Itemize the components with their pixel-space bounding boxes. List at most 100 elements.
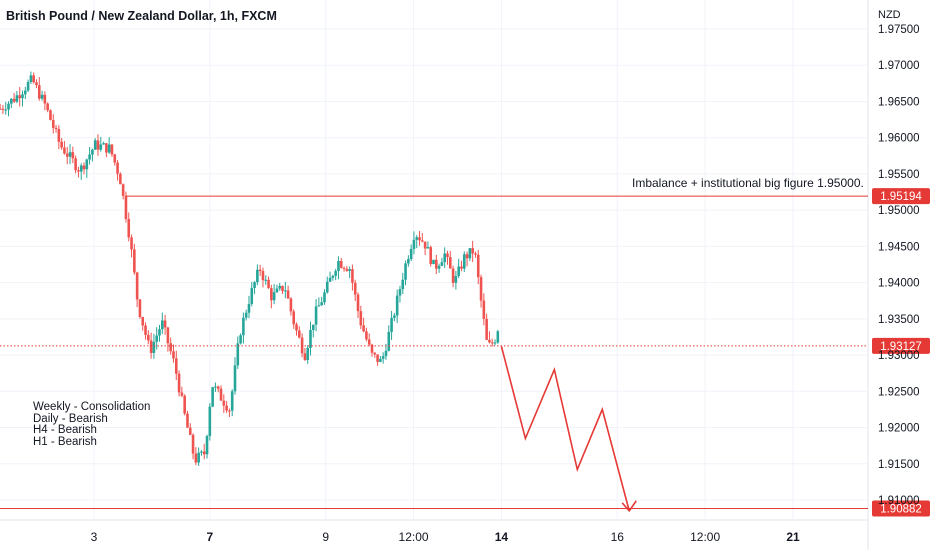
candle-body	[239, 335, 242, 344]
candle-body	[387, 331, 391, 351]
candle-body	[272, 292, 276, 301]
price-tick-label: 1.94000	[878, 278, 920, 290]
candle-body	[432, 259, 435, 265]
candle-body	[96, 140, 100, 150]
price-tick-label: 1.92500	[878, 386, 920, 398]
candle-body	[244, 312, 248, 318]
level-price-tag	[872, 337, 930, 354]
candle-body	[228, 410, 231, 412]
projection-path[interactable]	[500, 346, 637, 513]
candle-body	[230, 391, 234, 411]
candle-body	[306, 347, 309, 361]
candle-body	[356, 294, 360, 312]
candle-body	[35, 82, 38, 86]
candle-body	[242, 317, 245, 336]
candle-body	[105, 143, 108, 153]
candle-body	[88, 154, 91, 160]
bias-notes[interactable]: Weekly - Consolidation Daily - Bearish H…	[33, 401, 150, 448]
level-price-label: 1.93127	[880, 341, 922, 353]
price-axis[interactable]: 1.97500 1.97000 1.96500 1.96000 1.95500 1.950…	[878, 24, 920, 507]
candle-body	[147, 334, 150, 341]
candle-body	[121, 184, 125, 196]
candle-body	[18, 95, 22, 99]
candle-body	[77, 170, 80, 172]
time-tick-label: 7	[206, 530, 213, 544]
candle-body	[292, 311, 296, 325]
candle-body	[409, 248, 413, 260]
candle-body	[161, 320, 164, 330]
candle-body	[284, 290, 287, 292]
candle-body	[426, 247, 430, 249]
candle-body	[298, 330, 301, 338]
time-axis[interactable]: 3 7 9 12:00 14 16 12:00 21	[91, 530, 800, 544]
candle-body	[180, 392, 184, 396]
note-h1: H1 - Bearish	[33, 435, 97, 448]
price-tick-label: 1.93000	[878, 350, 920, 362]
time-tick-label: 12:00	[399, 530, 429, 544]
candle-body	[395, 295, 399, 316]
candle-body	[4, 109, 8, 111]
price-tick-label: 1.96000	[878, 133, 920, 145]
horizontal-levels[interactable]: 1.95194 1.93127 1.90882	[0, 188, 930, 517]
candle-body	[60, 141, 63, 148]
price-tick-label: 1.91500	[878, 459, 920, 471]
candle-body	[163, 320, 167, 328]
time-tick-label: 12:00	[690, 530, 720, 544]
candle-body	[474, 253, 477, 255]
candle-body	[51, 120, 55, 128]
candle-body	[135, 272, 139, 300]
candle-body	[133, 249, 136, 273]
candle-body	[211, 387, 214, 407]
candle-body	[286, 290, 290, 299]
candle-body	[158, 329, 161, 336]
candle-body	[93, 140, 97, 150]
candle-body	[65, 153, 69, 157]
candle-body	[418, 237, 421, 241]
candle-body	[149, 340, 153, 353]
candle-body	[107, 144, 111, 153]
candle-body	[7, 103, 10, 110]
candle-body	[155, 335, 159, 342]
candle-body	[264, 279, 268, 281]
candle-body	[462, 254, 466, 269]
time-tick-label: 16	[611, 530, 625, 544]
note-daily: Daily - Bearish	[33, 412, 108, 425]
candle-body	[353, 282, 357, 295]
candle-body	[152, 341, 156, 353]
candle-body	[448, 257, 452, 269]
candle-body	[412, 239, 416, 249]
chart-grid	[0, 0, 869, 550]
candle-body	[404, 263, 407, 280]
candle-body	[381, 356, 385, 359]
candle-body	[314, 306, 318, 325]
candle-body	[172, 351, 175, 359]
candle-body	[398, 289, 402, 296]
candle-body	[130, 237, 133, 250]
candle-body	[169, 343, 172, 352]
imbalance-annotation[interactable]: Imbalance + institutional big figure 1.9…	[632, 176, 864, 190]
candle-body	[370, 344, 374, 353]
candle-body	[267, 279, 270, 289]
symbol-title: British Pound / New Zealand Dollar, 1h, …	[6, 9, 277, 23]
candle-body	[373, 352, 377, 355]
candle-body	[21, 94, 24, 99]
candle-body	[141, 317, 145, 326]
level-price-tag	[872, 188, 930, 205]
candle-body	[376, 354, 379, 362]
candle-body	[49, 110, 52, 121]
candle-body	[74, 158, 77, 171]
candle-body	[214, 386, 217, 388]
candle-body	[493, 342, 497, 344]
candle-body	[205, 436, 209, 455]
candle-body	[194, 453, 198, 463]
candle-body	[423, 241, 427, 249]
candle-body	[362, 325, 365, 332]
candle-body	[29, 75, 33, 82]
price-tick-label: 1.92000	[878, 423, 920, 435]
candle-body	[46, 103, 49, 111]
candle-body	[127, 219, 131, 238]
price-tick-label: 1.95500	[878, 169, 920, 181]
candle-body	[144, 325, 147, 335]
candle-body	[320, 302, 323, 306]
